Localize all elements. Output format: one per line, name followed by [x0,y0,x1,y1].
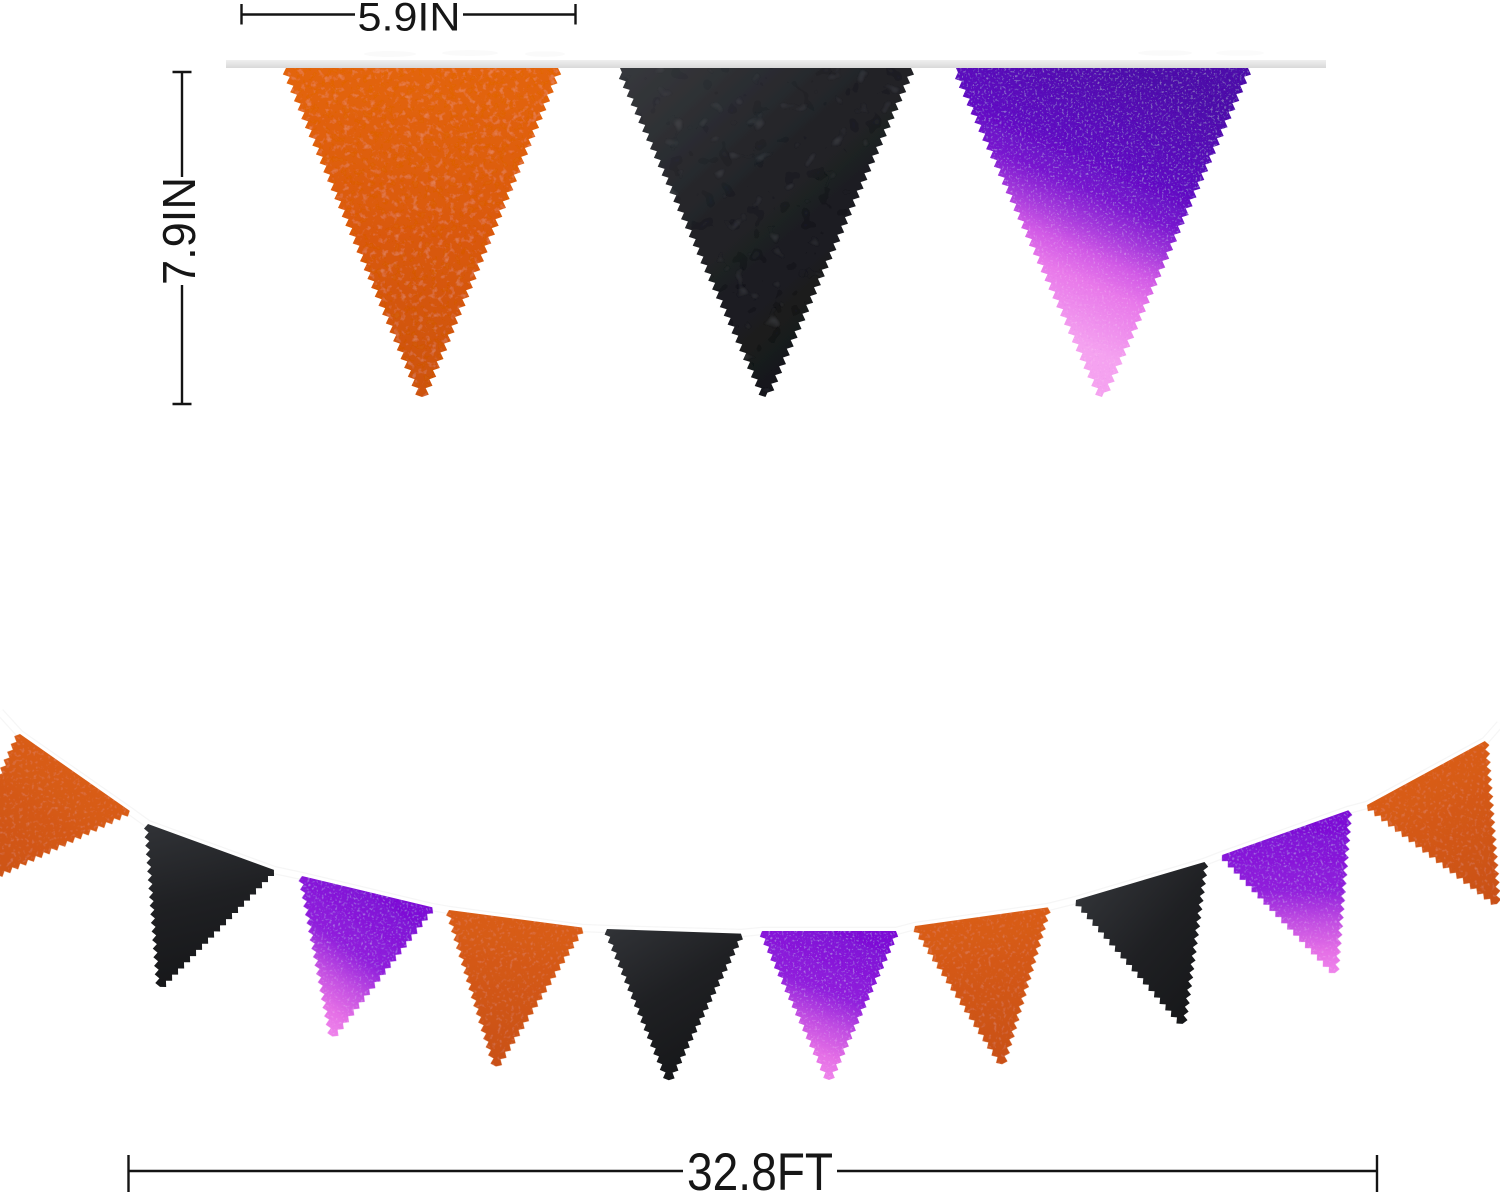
svg-text:5.9IN: 5.9IN [358,0,461,40]
svg-text:7.9IN: 7.9IN [153,177,205,285]
svg-text:32.8FT: 32.8FT [687,1143,833,1195]
